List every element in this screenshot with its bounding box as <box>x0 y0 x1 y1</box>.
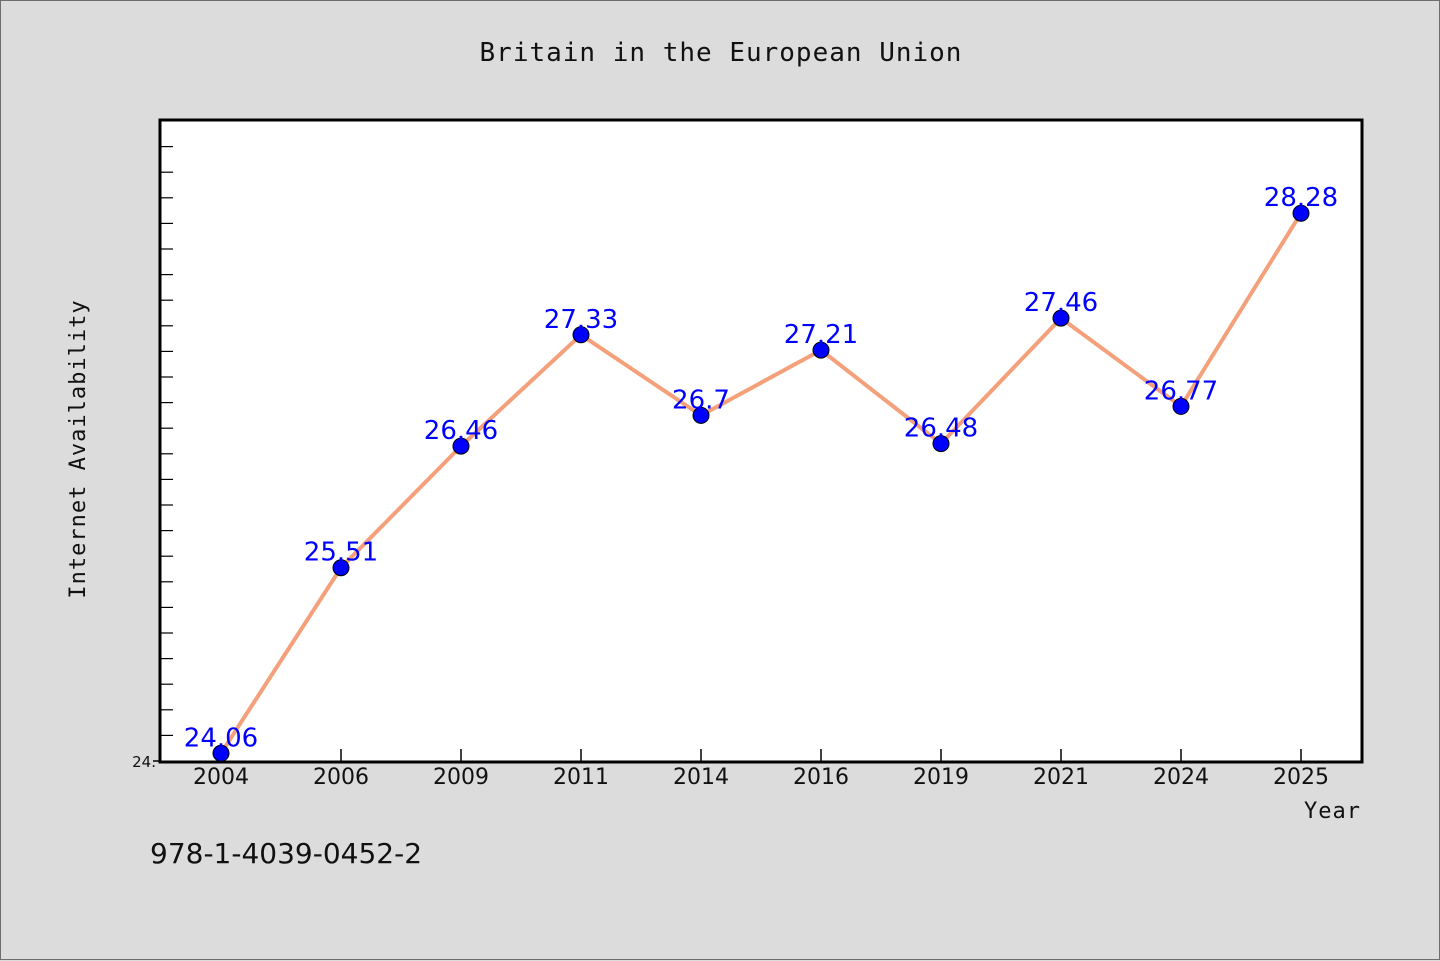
plot-area <box>158 118 1364 764</box>
y-tick-label: 24. <box>132 753 156 771</box>
data-point <box>332 559 350 577</box>
data-point <box>452 437 470 455</box>
x-tick-label: 2019 <box>913 765 969 790</box>
x-tick-label: 2004 <box>193 765 249 790</box>
data-label: 28.28 <box>1264 183 1338 213</box>
y-axis-label: Internet Availability <box>66 299 91 598</box>
x-tick-label: 2009 <box>433 765 489 790</box>
data-point <box>1052 309 1070 327</box>
data-label: 26.7 <box>672 385 730 415</box>
data-label: 24.06 <box>184 723 258 753</box>
x-tick-label: 2016 <box>793 765 849 790</box>
x-axis-label: Year <box>1304 799 1361 824</box>
x-axis-tick-labels: 2004 2006 2009 2011 2014 2016 2019 2021 2024 2025 <box>193 765 1329 790</box>
data-label: 27.21 <box>784 320 858 350</box>
series-layer: 24.06 25.51 26.46 27.33 26.7 27.21 26.48 27.46 2… <box>184 183 1338 762</box>
data-label: 25.51 <box>304 538 378 568</box>
series-line <box>219 211 1303 756</box>
data-point <box>572 326 590 344</box>
x-axis-ticks <box>220 749 1302 761</box>
chart-title: Britain in the European Union <box>480 38 963 68</box>
x-tick-label: 2011 <box>553 765 609 790</box>
data-label: 27.33 <box>544 305 618 335</box>
data-point <box>212 744 230 762</box>
x-tick-label: 2021 <box>1033 765 1089 790</box>
data-point <box>932 435 950 453</box>
data-point <box>692 406 710 424</box>
data-point <box>1172 397 1190 415</box>
data-point <box>812 341 830 359</box>
data-label: 26.48 <box>904 414 978 444</box>
data-label: 27.46 <box>1024 288 1098 318</box>
footer-code: 978-1-4039-0452-2 <box>150 837 422 870</box>
x-tick-label: 2025 <box>1273 765 1329 790</box>
y-axis-ticks <box>153 146 173 762</box>
data-point <box>1292 204 1310 222</box>
x-tick-label: 2006 <box>313 765 369 790</box>
x-tick-label: 2014 <box>673 765 729 790</box>
data-label: 26.77 <box>1144 376 1218 406</box>
data-label: 26.46 <box>424 416 498 446</box>
x-tick-label: 2024 <box>1153 765 1209 790</box>
